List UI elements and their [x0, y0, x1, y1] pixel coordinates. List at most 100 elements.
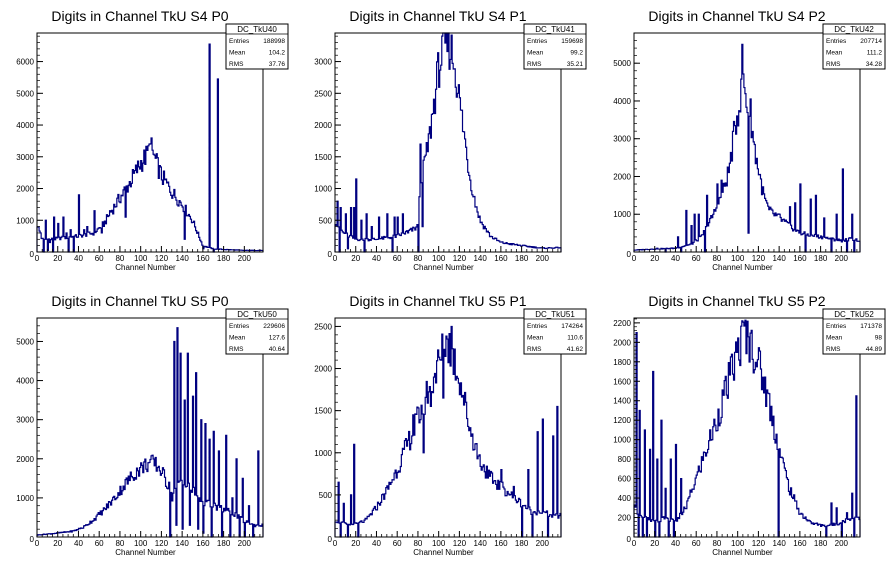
stats-label: Entries	[527, 323, 548, 330]
x-tick-label: 120	[752, 539, 766, 548]
stats-title: DC_TkU40	[237, 25, 277, 34]
x-tick-label: 200	[238, 539, 252, 548]
x-tick-label: 0	[333, 539, 338, 548]
x-tick-label: 60	[692, 539, 701, 548]
x-tick-label: 20	[650, 254, 659, 263]
stats-label: Entries	[527, 38, 548, 45]
histogram-panel-5: Digits in Channel TkU S5 P2 0 20 40 60 80 100 1…	[613, 293, 886, 557]
x-tick-label: 40	[372, 539, 381, 548]
x-tick-label: 180	[217, 254, 231, 263]
x-tick-label: 80	[115, 254, 124, 263]
y-origin-label: 0	[627, 250, 632, 259]
x-tick-label: 40	[671, 254, 680, 263]
stats-value: 44.89	[866, 346, 883, 353]
x-tick-label: 80	[712, 539, 721, 548]
y-tick-label: 5000	[16, 337, 34, 346]
stats-label: Entries	[826, 38, 847, 45]
stats-label: RMS	[527, 61, 542, 68]
stats-value: 110.6	[567, 335, 583, 342]
stats-label: Entries	[826, 323, 847, 330]
y-tick-label: 2200	[613, 319, 631, 328]
x-tick-label: 60	[95, 539, 104, 548]
y-tick-label: 6000	[16, 58, 34, 67]
stats-value: 104.2	[269, 50, 286, 57]
x-tick-label: 40	[74, 539, 83, 548]
x-tick-label: 40	[74, 254, 83, 263]
x-tick-label: 100	[731, 254, 745, 263]
x-tick-label: 100	[134, 539, 148, 548]
x-tick-label: 100	[134, 254, 148, 263]
x-tick-label: 60	[393, 539, 402, 548]
y-origin-label: 0	[627, 535, 632, 544]
stats-value: 174264	[561, 323, 583, 330]
stats-title: DC_TkU51	[535, 310, 575, 319]
x-tick-label: 40	[372, 254, 381, 263]
y-tick-label: 2500	[314, 322, 332, 331]
stats-value: 41.62	[567, 346, 584, 353]
y-tick-label: 2000	[613, 172, 631, 181]
y-tick-label: 1000	[16, 216, 34, 225]
x-axis-label: Channel Number	[115, 548, 176, 557]
y-tick-label: 3000	[16, 153, 34, 162]
stats-box	[822, 308, 886, 355]
x-tick-label: 200	[536, 539, 550, 548]
stats-label: RMS	[826, 61, 841, 68]
y-tick-label: 1000	[613, 210, 631, 219]
x-tick-label: 140	[473, 539, 487, 548]
x-axis-label: Channel Number	[712, 548, 773, 557]
y-tick-label: 4000	[613, 97, 631, 106]
y-tick-label: 800	[618, 455, 632, 464]
stats-value: 98	[875, 335, 883, 342]
x-tick-label: 120	[155, 254, 169, 263]
x-tick-label: 20	[650, 539, 659, 548]
stats-box	[225, 308, 289, 355]
x-tick-label: 120	[453, 539, 467, 548]
x-axis-label: Channel Number	[115, 263, 176, 272]
stats-label: Mean	[229, 335, 246, 342]
x-tick-label: 160	[494, 254, 508, 263]
y-tick-label: 2500	[314, 89, 332, 98]
x-tick-label: 120	[453, 254, 467, 263]
y-tick-label: 1200	[613, 416, 631, 425]
plot-frame	[633, 32, 861, 253]
x-tick-label: 140	[175, 539, 189, 548]
stats-label: Mean	[229, 50, 246, 57]
x-tick-label: 80	[413, 254, 422, 263]
x-tick-label: 140	[473, 254, 487, 263]
chart-title: Digits in Channel TkU S5 P2	[648, 293, 825, 309]
stats-label: Mean	[527, 335, 544, 342]
y-origin-label: 0	[30, 250, 35, 259]
y-tick-label: 4000	[16, 377, 34, 386]
histogram-series	[36, 327, 264, 538]
x-tick-label: 60	[95, 254, 104, 263]
stats-label: Entries	[229, 323, 250, 330]
x-tick-label: 20	[351, 539, 360, 548]
stats-value: 40.64	[269, 346, 286, 353]
y-tick-label: 500	[319, 216, 333, 225]
stats-box	[523, 23, 587, 70]
x-tick-label: 140	[175, 254, 189, 263]
y-tick-label: 1000	[314, 449, 332, 458]
x-tick-label: 160	[793, 539, 807, 548]
x-tick-label: 200	[238, 254, 252, 263]
x-tick-label: 160	[793, 254, 807, 263]
x-tick-label: 180	[515, 539, 529, 548]
y-tick-label: 1000	[613, 436, 631, 445]
stats-value: 159698	[561, 38, 583, 45]
stats-box	[523, 308, 587, 355]
x-tick-label: 0	[333, 254, 338, 263]
x-axis-label: Channel Number	[413, 263, 474, 272]
histogram-series	[334, 32, 562, 253]
x-tick-label: 180	[515, 254, 529, 263]
y-tick-label: 2000	[613, 338, 631, 347]
y-tick-label: 200	[618, 514, 632, 523]
plot-frame	[334, 32, 562, 253]
x-axis-label: Channel Number	[712, 263, 773, 272]
y-tick-label: 600	[618, 475, 632, 484]
y-tick-label: 1000	[16, 494, 34, 503]
x-tick-label: 0	[35, 254, 40, 263]
stats-value: 37.76	[269, 61, 286, 68]
stats-label: RMS	[826, 346, 841, 353]
y-tick-label: 2000	[314, 365, 332, 374]
stats-value: 207714	[860, 38, 882, 45]
